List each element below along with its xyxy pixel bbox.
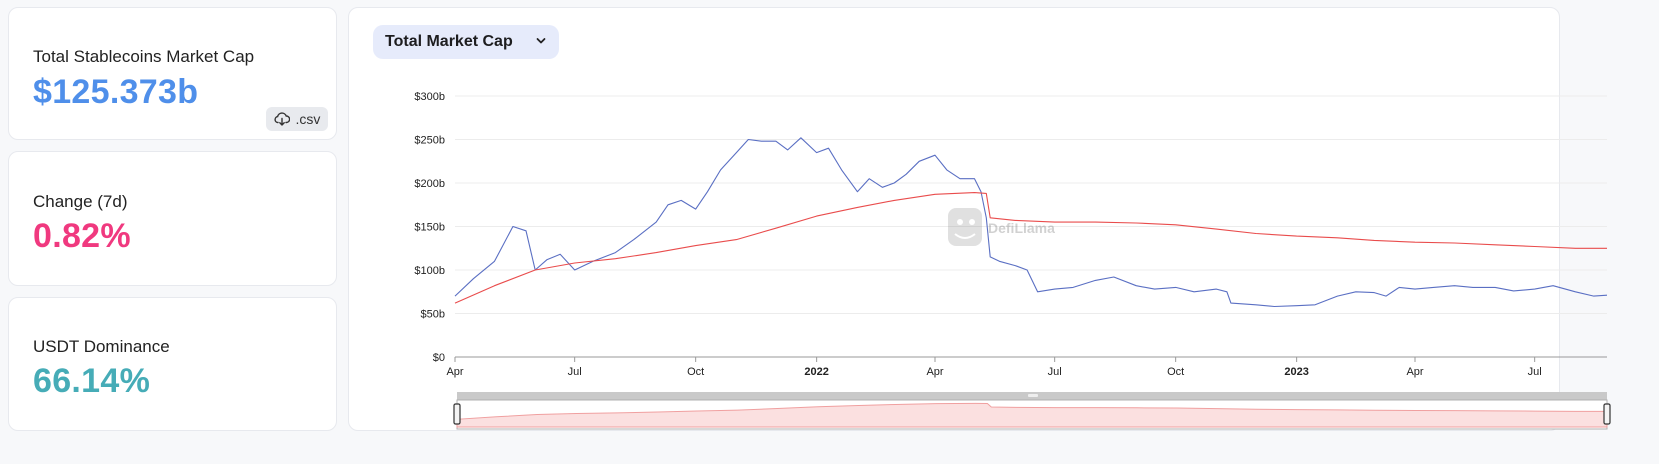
chart-type-dropdown[interactable]: Total Market Cap xyxy=(373,25,559,59)
csv-label: .csv xyxy=(295,111,321,127)
download-csv-button[interactable]: .csv xyxy=(266,107,328,131)
market-cap-label: Total Stablecoins Market Cap xyxy=(33,47,255,66)
dominance-value: 66.14% xyxy=(33,362,151,400)
dropdown-label: Total Market Cap xyxy=(385,33,513,50)
chevron-down-icon xyxy=(536,38,546,44)
market-cap-value: $125.373b xyxy=(33,73,199,111)
change-card: Change (7d) 0.82% xyxy=(8,151,337,286)
dominance-label: USDT Dominance xyxy=(33,337,170,356)
market-cap-card: Total Stablecoins Market Cap $125.373b .… xyxy=(8,7,337,140)
cloud-download-icon xyxy=(273,112,290,126)
brush-handle-right[interactable] xyxy=(1603,403,1611,425)
change-label: Change (7d) xyxy=(33,192,128,211)
dominance-card: USDT Dominance 66.14% xyxy=(8,297,337,431)
change-value: 0.82% xyxy=(33,217,131,255)
chart-card: Total Market Cap xyxy=(348,7,1560,431)
